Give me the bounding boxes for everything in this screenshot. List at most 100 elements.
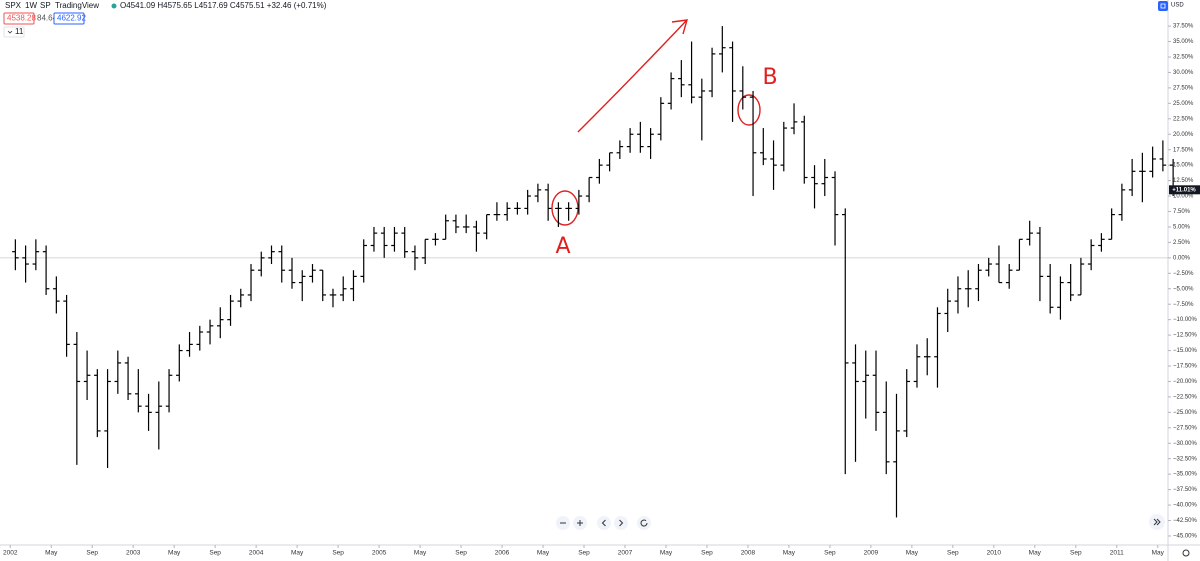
x-tick-label: 2007 — [618, 550, 633, 557]
currency[interactable]: USD — [1171, 3, 1184, 9]
y-tick-label: −12.50% — [1173, 333, 1198, 339]
x-tick-label: May — [783, 550, 796, 557]
reset-chart[interactable] — [637, 516, 651, 530]
x-tick-label: 2011 — [1110, 550, 1124, 557]
interval[interactable]: 1W — [25, 1, 37, 10]
scroll-left[interactable] — [597, 516, 611, 530]
source: TradingView — [55, 1, 99, 10]
x-tick-label: 2008 — [741, 550, 756, 557]
scroll-right[interactable] — [614, 516, 628, 530]
y-tick-label: −20.00% — [1173, 379, 1198, 385]
x-tick-label: Sep — [455, 550, 467, 557]
icon — [619, 519, 624, 527]
x-tick-label: May — [291, 550, 304, 557]
y-tick-label: 32.50% — [1173, 55, 1194, 61]
indicators-toggle[interactable] — [3, 26, 25, 38]
y-tick-label: 22.50% — [1173, 116, 1194, 122]
y-tick-label: −30.00% — [1173, 441, 1198, 447]
x-tick-label: Sep — [947, 550, 959, 557]
y-tick-label: 2.50% — [1173, 240, 1191, 246]
ohlc-series — [12, 26, 1177, 518]
y-tick-label: 30.00% — [1173, 70, 1194, 76]
x-tick-label: Sep — [1070, 550, 1082, 557]
y-tick-label: −15.00% — [1173, 348, 1198, 354]
y-tick-label: 12.50% — [1173, 178, 1194, 184]
annotation-label: A — [555, 234, 570, 259]
x-tick-label: May — [537, 550, 550, 557]
y-tick-label: −25.00% — [1173, 410, 1198, 416]
settings-button[interactable] — [1158, 1, 1168, 11]
y-tick-label: 10.00% — [1173, 194, 1194, 200]
x-tick-label: May — [414, 550, 427, 557]
y-tick-label: 0.00% — [1173, 255, 1191, 261]
x-tick-label: 2004 — [249, 550, 264, 557]
y-tick-label: −42.50% — [1173, 518, 1198, 524]
y-tick-label: 25.00% — [1173, 101, 1194, 107]
x-tick-label: 2009 — [864, 550, 879, 557]
y-tick-label: −32.50% — [1173, 456, 1198, 462]
icon — [601, 519, 606, 527]
x-tick-label: Sep — [578, 550, 590, 557]
chevron — [7, 30, 13, 34]
y-tick-label: 15.00% — [1173, 163, 1194, 169]
annotation-circle — [737, 94, 761, 126]
x-tick-label: Sep — [332, 550, 344, 557]
x-tick-label: May — [906, 550, 919, 557]
status-dot — [111, 3, 117, 9]
bid[interactable]: 4538.28 — [7, 14, 36, 23]
annotation-label: B — [762, 65, 777, 90]
x-tick-label: May — [168, 550, 181, 557]
y-tick-label: −40.00% — [1173, 503, 1198, 509]
y-tick-label: −22.50% — [1173, 394, 1198, 400]
last-value-box — [1169, 185, 1200, 195]
x-tick-label: Sep — [824, 550, 836, 557]
y-tick-label: −10.00% — [1173, 317, 1198, 323]
y-tick-label: 17.50% — [1173, 147, 1194, 153]
x-tick-label: May — [1029, 550, 1042, 557]
y-tick-label: 7.50% — [1173, 209, 1191, 215]
x-tick-label: 2003 — [126, 550, 141, 557]
y-tick-label: 5.00% — [1173, 225, 1191, 231]
settings-gear[interactable] — [1182, 549, 1190, 557]
x-tick-label: Sep — [86, 550, 98, 557]
y-tick-label: 27.50% — [1173, 85, 1194, 91]
symbol[interactable]: SPX — [5, 1, 22, 10]
spread: 84.64 — [37, 14, 58, 23]
bid-box[interactable] — [3, 12, 35, 25]
y-tick-label: −17.50% — [1173, 364, 1198, 370]
icon — [640, 519, 648, 527]
nav-controls — [556, 514, 1190, 557]
last-value-label: +11.01% — [1172, 187, 1196, 193]
x-tick-label: May — [45, 550, 58, 557]
arrow-head — [671, 19, 688, 35]
y-tick-label: −45.00% — [1173, 534, 1198, 540]
x-tick-label: 2002 — [3, 550, 18, 557]
y-tick-label: −2.50% — [1173, 271, 1194, 277]
indicators-count[interactable]: 11 — [15, 27, 24, 36]
exchange: SP — [40, 1, 51, 10]
x-tick-label: 2005 — [372, 550, 387, 557]
x-tick-label: Sep — [209, 550, 221, 557]
y-tick-label: −7.50% — [1173, 302, 1194, 308]
x-tick-label: 2010 — [987, 550, 1002, 557]
ohlc-readout: O4541.09 H4575.65 L4517.69 C4575.51 +32.… — [120, 1, 327, 10]
y-tick-label: −35.00% — [1173, 472, 1198, 478]
y-tick-label: −5.00% — [1173, 286, 1194, 292]
x-tick-label: Sep — [701, 550, 713, 557]
y-tick-label: 37.50% — [1173, 24, 1194, 30]
x-tick-label: May — [660, 550, 673, 557]
settings-icon — [1160, 3, 1166, 9]
y-tick-label: 35.00% — [1173, 39, 1194, 45]
icon — [577, 520, 583, 526]
ask[interactable]: 4622.92 — [57, 14, 86, 23]
annotation-arrow — [577, 20, 687, 133]
y-tick-label: −37.50% — [1173, 487, 1198, 493]
ask-box[interactable] — [53, 12, 85, 25]
icon — [1153, 518, 1161, 526]
y-tick-label: 20.00% — [1173, 132, 1194, 138]
x-tick-label: 2006 — [495, 550, 510, 557]
x-tick-label: May — [1152, 550, 1165, 557]
